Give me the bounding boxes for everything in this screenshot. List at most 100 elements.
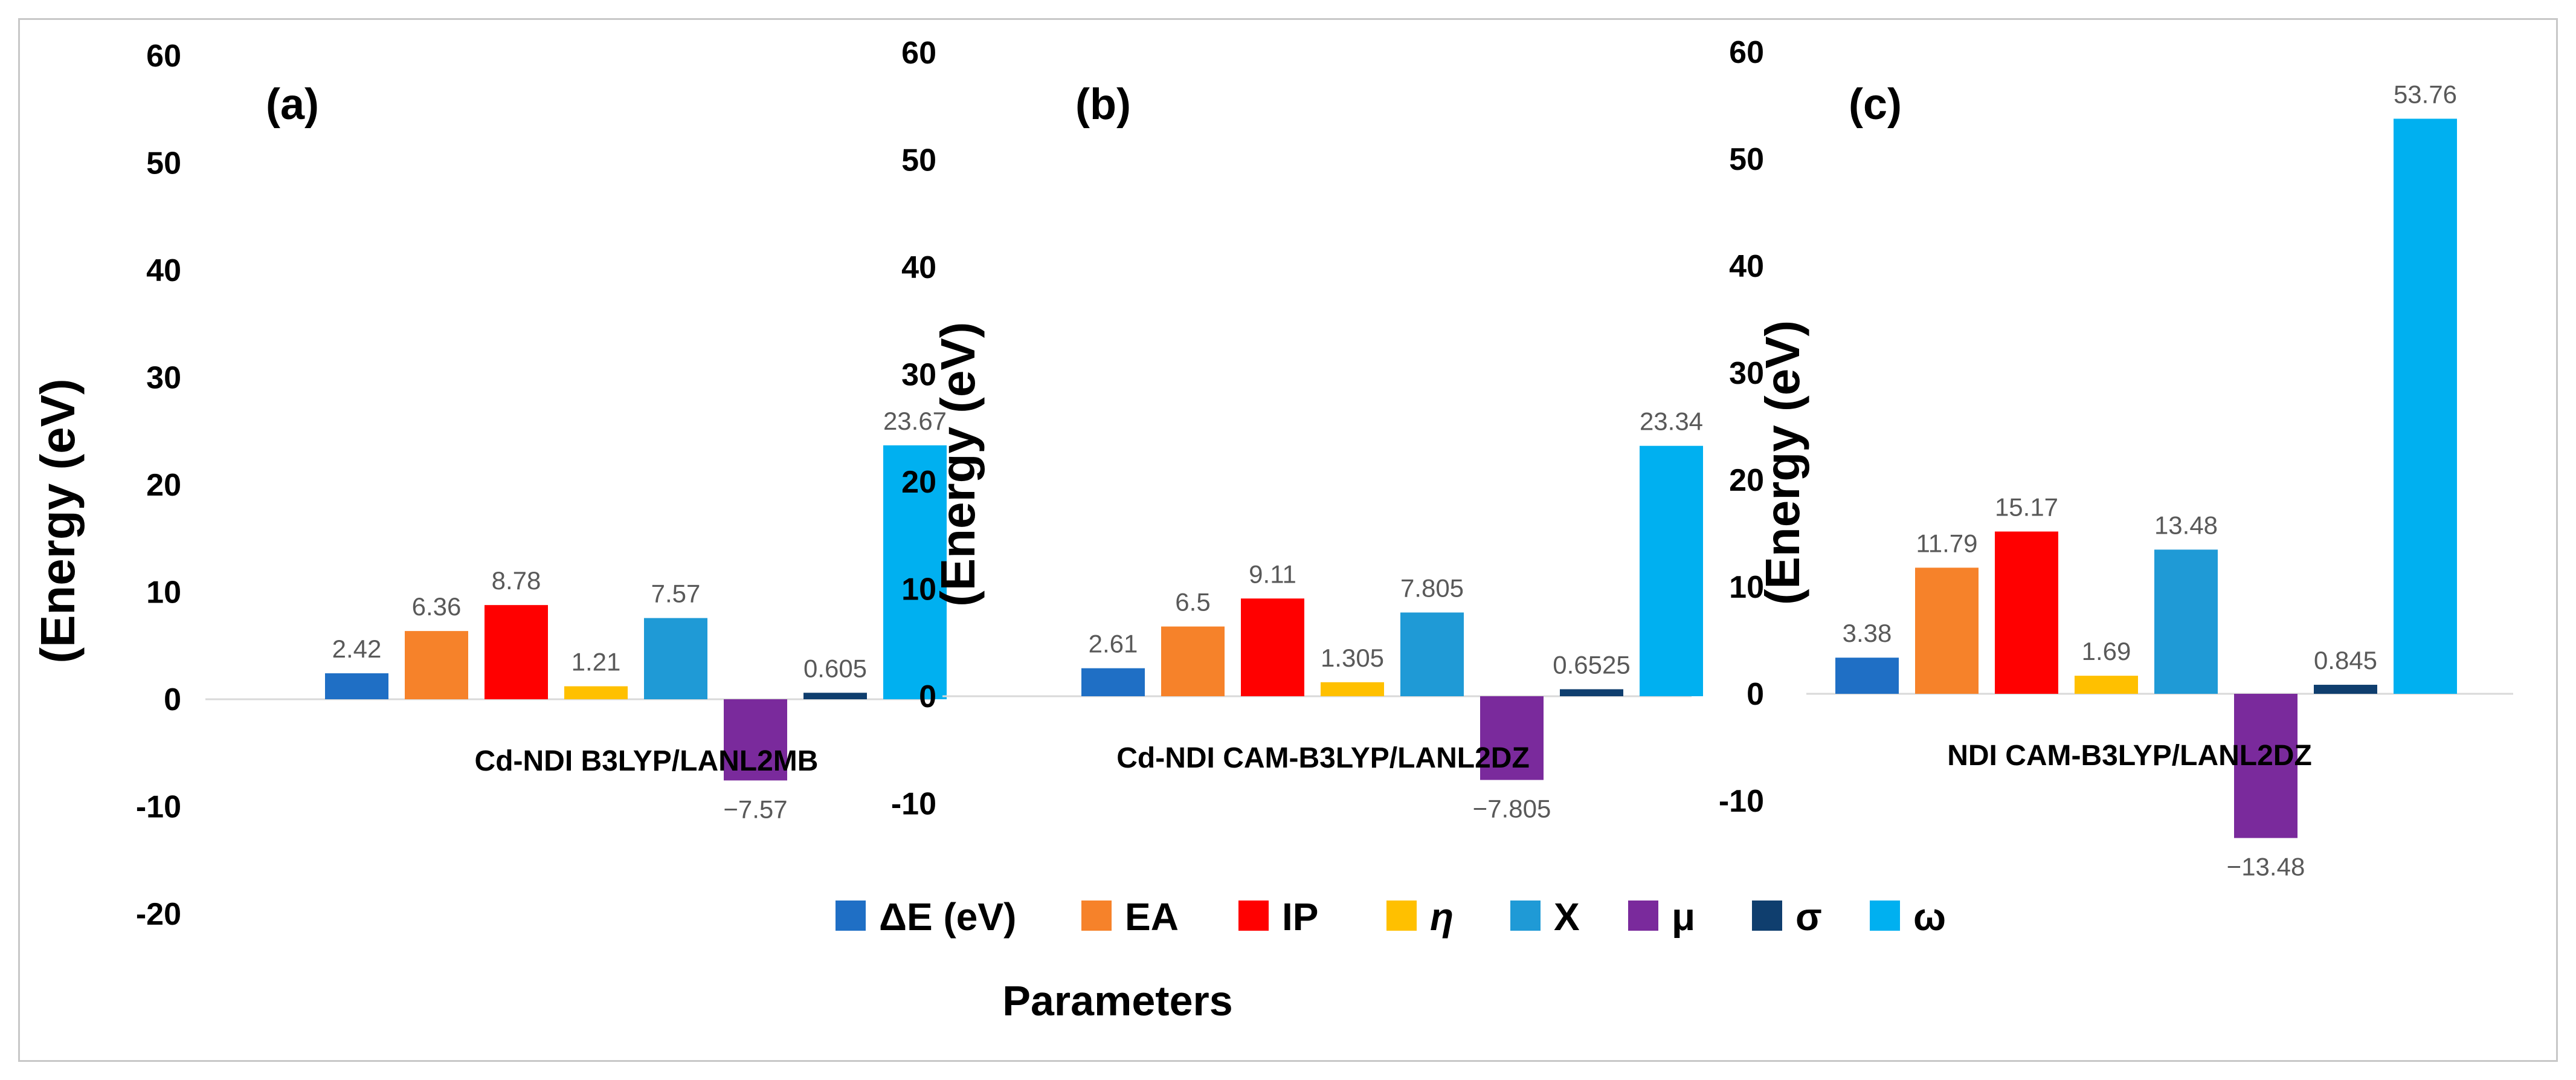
y-tick-label: 10 [146, 575, 181, 610]
bar [2154, 549, 2218, 694]
bar [1081, 668, 1145, 696]
legend-label: η [1430, 895, 1454, 939]
y-tick-label: 20 [1729, 463, 1764, 498]
legend-swatch [1386, 901, 1417, 931]
y-tick-label: -10 [136, 790, 181, 825]
data-label: 2.42 [332, 635, 382, 663]
bar [1480, 696, 1544, 780]
bar [1640, 445, 1703, 696]
bar [2234, 694, 2297, 838]
data-label: 6.36 [412, 592, 462, 621]
panel-letter: (b) [1075, 80, 1131, 129]
bar [644, 618, 707, 699]
y-tick-label: 30 [1729, 356, 1764, 391]
legend-swatch [836, 901, 866, 931]
y-axis-title: (Energy (eV) [31, 378, 85, 663]
panel-3: 60 50 40 30 20 10 0 -10 (Energy (eV) (c) 3.38 11.79… [1719, 35, 2513, 881]
data-label: 2.61 [1089, 630, 1138, 658]
y-tick-label: 60 [901, 36, 936, 71]
data-label: 0.6525 [1553, 650, 1630, 679]
bar [2394, 118, 2457, 694]
data-label: 7.805 [1400, 574, 1464, 602]
bar [1915, 567, 1979, 694]
bar [724, 699, 787, 781]
bar [2314, 685, 2377, 694]
data-label: −7.57 [723, 795, 787, 823]
legend-label: IP [1282, 895, 1318, 939]
y-tick-label: -10 [891, 787, 936, 822]
y-tick-label: 0 [1747, 677, 1764, 712]
data-label: 9.11 [1249, 560, 1296, 588]
data-label: 53.76 [2394, 80, 2457, 108]
legend-swatch [1628, 901, 1658, 931]
y-axis-title: (Energy (eV) [1756, 320, 1809, 605]
data-label: 0.845 [2314, 646, 2377, 674]
y-tick-label: 0 [919, 679, 936, 714]
y-tick-label: 60 [1729, 35, 1764, 70]
bar [564, 686, 628, 699]
bar [405, 631, 468, 699]
bar [325, 673, 388, 699]
y-tick-label: 40 [1729, 249, 1764, 284]
y-axis-title: (Energy (eV) [931, 322, 985, 607]
figure-frame [18, 18, 2558, 1062]
legend-label: μ [1672, 895, 1695, 939]
y-tick-label: 10 [1729, 570, 1764, 605]
bar [1835, 658, 1899, 694]
y-tick-label: 20 [146, 468, 181, 503]
legend-swatch [1238, 901, 1269, 931]
y-tick-label: 30 [901, 358, 936, 393]
y-tick-label: 0 [164, 682, 181, 717]
y-tick-label: -20 [136, 897, 181, 932]
y-tick-label: 60 [146, 39, 181, 74]
data-label: 1.69 [2082, 637, 2131, 665]
data-label: 23.34 [1640, 407, 1703, 436]
bar [1400, 612, 1464, 696]
bar [1560, 689, 1623, 696]
legend-swatch [1081, 901, 1112, 931]
data-label: 8.78 [492, 566, 541, 595]
y-tick-label: 40 [901, 250, 936, 285]
y-tick-label: 50 [146, 146, 181, 181]
legend-label: X [1554, 895, 1580, 939]
y-tick-label: 30 [146, 361, 181, 396]
panels-layer: 60 50 40 30 20 10 0 -10 -20 (Energy (eV) (a) 2.42 6.… [31, 35, 2513, 932]
bar [883, 445, 947, 699]
data-label: 1.21 [572, 648, 621, 676]
bar [1161, 626, 1225, 696]
y-tick-label: 50 [1729, 142, 1764, 177]
data-label: 1.305 [1321, 644, 1384, 672]
data-label: 6.5 [1175, 588, 1210, 616]
y-tick-label: -10 [1719, 784, 1764, 819]
data-label: 7.57 [651, 580, 701, 608]
category-label: NDI CAM-B3LYP/LANL2DZ [1947, 740, 2312, 772]
category-label: Cd-NDI B3LYP/LANL2MB [475, 745, 819, 777]
panel-letter: (a) [266, 80, 319, 129]
legend-label: ω [1913, 895, 1946, 939]
data-label: 11.79 [1916, 529, 1978, 557]
data-label: 23.67 [883, 407, 947, 435]
data-label: −13.48 [2227, 853, 2305, 881]
bar [803, 693, 867, 699]
category-label: Cd-NDI CAM-B3LYP/LANL2DZ [1116, 742, 1530, 774]
data-label: 13.48 [2154, 511, 2218, 539]
bar [1995, 531, 2058, 694]
bar [2075, 676, 2138, 694]
panel-1: 60 50 40 30 20 10 0 -10 -20 (Energy (eV) (a) 2.42 6.… [31, 39, 947, 932]
y-tick-label: 10 [901, 572, 936, 607]
legend-label: EA [1125, 895, 1179, 939]
data-label: 0.605 [803, 654, 867, 682]
legend-swatch [1752, 901, 1782, 931]
legend-swatch [1870, 901, 1900, 931]
panel-2: 60 50 40 30 20 10 0 -10 (Energy (eV) (b) 2.61 6.5 9.… [891, 36, 1703, 823]
legend-label: ΔE (eV) [879, 895, 1016, 939]
data-label: 15.17 [1995, 493, 2058, 521]
legend-swatch [1510, 901, 1541, 931]
data-label: 3.38 [1843, 619, 1892, 647]
bar [485, 605, 548, 699]
y-tick-label: 20 [901, 465, 936, 500]
data-label: −7.805 [1473, 795, 1551, 823]
y-tick-label: 40 [146, 253, 181, 288]
